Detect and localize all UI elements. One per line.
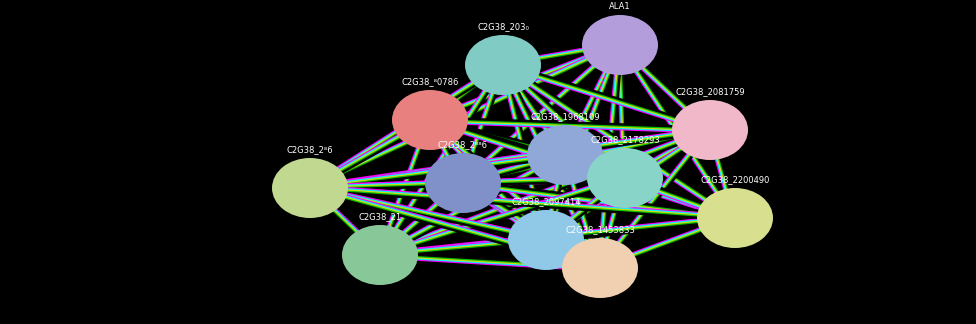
Ellipse shape: [697, 188, 773, 248]
Ellipse shape: [392, 90, 468, 150]
Text: C2G38_1968109: C2G38_1968109: [530, 112, 600, 121]
Text: C2G38_203₀: C2G38_203₀: [477, 22, 529, 31]
Ellipse shape: [272, 158, 348, 218]
Text: C2G38_2⁸6: C2G38_2⁸6: [287, 145, 334, 154]
Text: C2G38_1453833: C2G38_1453833: [565, 225, 635, 234]
Ellipse shape: [508, 210, 584, 270]
Text: C2G38_2081759: C2G38_2081759: [675, 87, 745, 96]
Text: C2G38_21: C2G38_21: [358, 212, 401, 221]
Ellipse shape: [672, 100, 748, 160]
Text: C2G38_2178293: C2G38_2178293: [590, 135, 660, 144]
Ellipse shape: [562, 238, 638, 298]
Ellipse shape: [425, 153, 501, 213]
Ellipse shape: [527, 125, 603, 185]
Ellipse shape: [465, 35, 541, 95]
Text: C2G38_⁸0786: C2G38_⁸0786: [401, 77, 459, 86]
Text: ALA1: ALA1: [609, 2, 630, 11]
Text: C2G38_2097414: C2G38_2097414: [511, 197, 581, 206]
Ellipse shape: [342, 225, 418, 285]
Ellipse shape: [587, 148, 663, 208]
Ellipse shape: [582, 15, 658, 75]
Text: C2G38_2200490: C2G38_2200490: [701, 175, 770, 184]
Text: C2G38_2⁸⁸6: C2G38_2⁸⁸6: [438, 140, 488, 149]
